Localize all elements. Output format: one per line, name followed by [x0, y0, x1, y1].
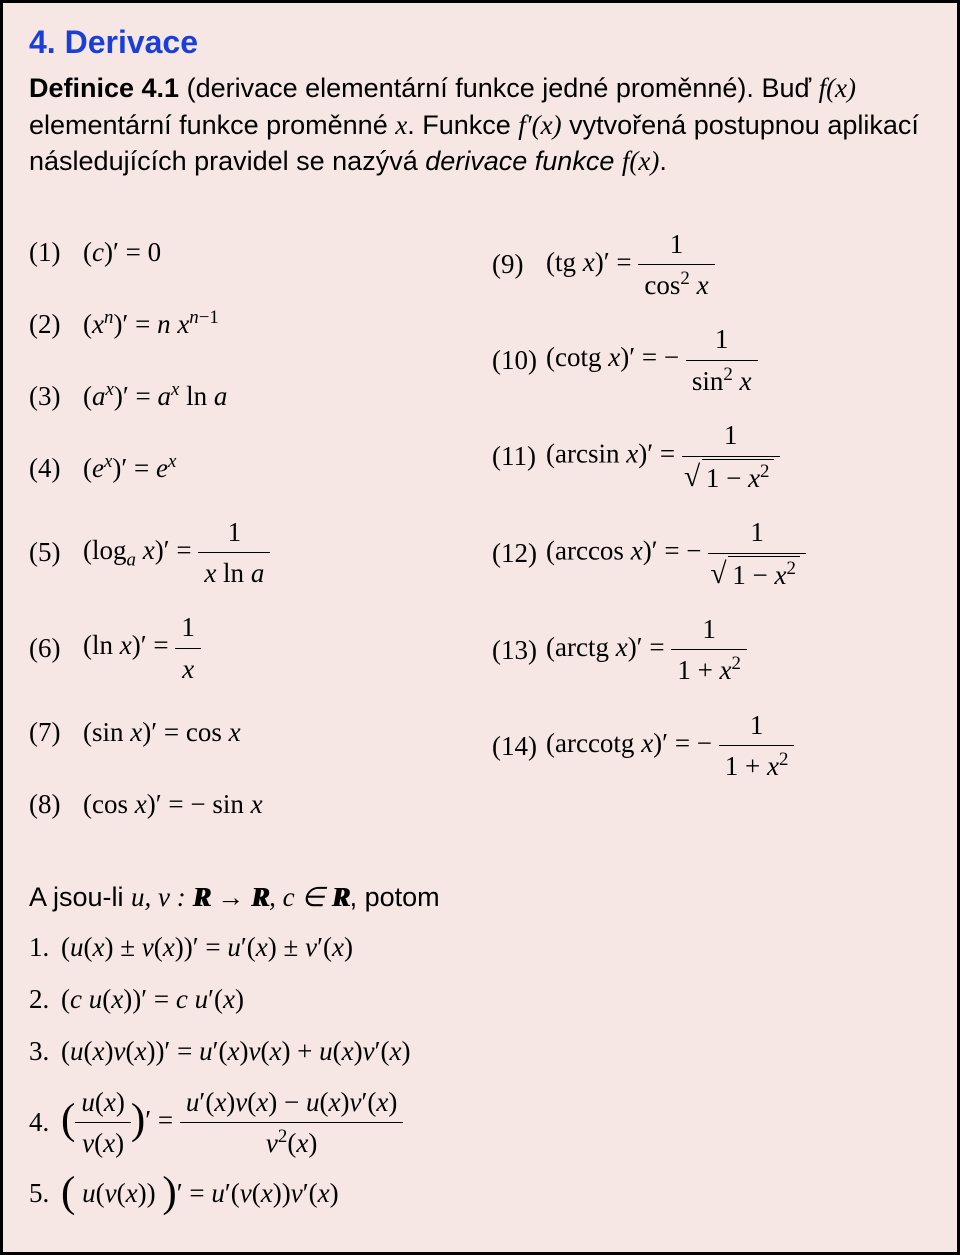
rule-number: (14): [492, 728, 546, 764]
definition-italic: derivace funkce f(x): [425, 146, 659, 176]
rule-number: (11): [492, 438, 546, 474]
operation-rule-number: 3.: [29, 1033, 61, 1069]
derivative-rule: (4)(ex)′ = ex: [29, 442, 468, 496]
derivative-rule: (11)(arcsin x)′ = 11 − x2: [492, 417, 931, 496]
rule-number: (8): [29, 786, 83, 822]
derivative-rule: (1)(c)′ = 0: [29, 226, 468, 280]
definition-paragraph: Definice 4.1 (derivace elementární funkc…: [29, 70, 931, 179]
math-fprimex: f′(x): [518, 110, 561, 140]
rule-number: (7): [29, 714, 83, 750]
definition-label: Definice 4.1: [29, 73, 179, 103]
derivative-rule: (12)(arccos x)′ = − 11 − x2: [492, 514, 931, 593]
definition-body-5: .: [659, 146, 667, 176]
rule-number: (12): [492, 535, 546, 571]
rule-number: (9): [492, 246, 546, 282]
definition-body-1: Buď: [761, 73, 818, 103]
derivative-rule: (10)(cotg x)′ = − 1sin2 x: [492, 321, 931, 399]
lead-tail: , potom: [350, 882, 440, 912]
operation-rule-formula: ( u(v(x)) )′ = u′(v(x))v′(x): [61, 1175, 339, 1213]
operation-rule-number: 5.: [29, 1175, 61, 1211]
rule-number: (5): [29, 534, 83, 570]
rules-left-column: (1)(c)′ = 0(2)(xn)′ = n xn−1(3)(ax)′ = a…: [29, 208, 468, 850]
rule-formula: (cotg x)′ = − 1sin2 x: [546, 321, 931, 399]
math-fx: f(x): [819, 73, 856, 103]
operation-rule: 2.(c u(x))′ = c u′(x): [29, 980, 931, 1020]
rule-formula: (xn)′ = n xn−1: [83, 306, 468, 342]
derivative-rule: (13)(arctg x)′ = 11 + x2: [492, 611, 931, 689]
rule-formula: (tg x)′ = 1cos2 x: [546, 226, 931, 304]
operation-rule-formula: (c u(x))′ = c u′(x): [61, 981, 244, 1017]
operation-rule-formula: (u(x)v(x))′ = u′(x)v(x) − u(x)v′(x)v2(x): [61, 1084, 403, 1162]
rule-formula: (cos x)′ = − sin x: [83, 786, 468, 822]
derivative-rule: (7)(sin x)′ = cos x: [29, 705, 468, 759]
rule-formula: (ln x)′ = 1x: [83, 609, 468, 687]
rule-number: (4): [29, 450, 83, 486]
operation-rule-number: 2.: [29, 981, 61, 1017]
rule-number: (13): [492, 632, 546, 668]
rule-number: (2): [29, 306, 83, 342]
rule-number: (6): [29, 630, 83, 666]
rule-formula: (ax)′ = ax ln a: [83, 378, 468, 414]
operation-rule-number: 1.: [29, 929, 61, 965]
derivative-rule: (9)(tg x)′ = 1cos2 x: [492, 226, 931, 304]
rule-number: (10): [492, 342, 546, 378]
derivative-rule: (3)(ax)′ = ax ln a: [29, 370, 468, 424]
operation-rule: 5.( u(v(x)) )′ = u′(v(x))v′(x): [29, 1174, 931, 1214]
rule-formula: (arctg x)′ = 11 + x2: [546, 611, 931, 689]
rule-formula: (arccotg x)′ = − 11 + x2: [546, 707, 931, 785]
operation-rule-formula: (u(x)v(x))′ = u′(x)v(x) + u(x)v′(x): [61, 1033, 411, 1069]
rule-formula: (ex)′ = ex: [83, 450, 468, 486]
operation-rule: 4.(u(x)v(x))′ = u′(x)v(x) − u(x)v′(x)v2(…: [29, 1084, 931, 1162]
section-title: 4. Derivace: [29, 21, 931, 64]
derivative-rule: (6)(ln x)′ = 1x: [29, 609, 468, 687]
definition-body-2: elementární funkce proměnné: [29, 110, 395, 140]
operation-rule-number: 4.: [29, 1104, 61, 1140]
derivative-rule: (5)(loga x)′ = 1x ln a: [29, 514, 468, 592]
lead-text: A jsou-li: [29, 882, 131, 912]
definition-body-3: . Funkce: [407, 110, 518, 140]
operation-rule-formula: (u(x) ± v(x))′ = u′(x) ± v′(x): [61, 929, 353, 965]
page: 4. Derivace Definice 4.1 (derivace eleme…: [0, 0, 960, 1255]
rule-formula: (c)′ = 0: [83, 234, 468, 270]
rule-number: (3): [29, 378, 83, 414]
derivative-rule: (8)(cos x)′ = − sin x: [29, 777, 468, 831]
rules-two-column: (1)(c)′ = 0(2)(xn)′ = n xn−1(3)(ax)′ = a…: [29, 208, 931, 850]
rule-formula: (arccos x)′ = − 11 − x2: [546, 514, 931, 593]
operation-rules-section: A jsou-li u, v : R → R, c ∈ R, potom 1.(…: [29, 879, 931, 1213]
rule-formula: (loga x)′ = 1x ln a: [83, 514, 468, 592]
rule-number: (1): [29, 234, 83, 270]
derivative-rule: (2)(xn)′ = n xn−1: [29, 298, 468, 352]
operation-rules-lead: A jsou-li u, v : R → R, c ∈ R, potom: [29, 879, 931, 915]
operation-rule: 1.(u(x) ± v(x))′ = u′(x) ± v′(x): [29, 928, 931, 968]
rule-formula: (arcsin x)′ = 11 − x2: [546, 417, 931, 496]
math-x: x: [395, 110, 407, 140]
operation-rule: 3.(u(x)v(x))′ = u′(x)v(x) + u(x)v′(x): [29, 1032, 931, 1072]
definition-paren: (derivace elementární funkce jedné promě…: [187, 73, 754, 103]
derivative-rule: (14)(arccotg x)′ = − 11 + x2: [492, 707, 931, 785]
lead-math: u, v : R → R, c ∈ R: [131, 882, 350, 912]
rule-formula: (sin x)′ = cos x: [83, 714, 468, 750]
rules-right-column: (9)(tg x)′ = 1cos2 x (10)(cotg x)′ = − 1s…: [492, 208, 931, 850]
